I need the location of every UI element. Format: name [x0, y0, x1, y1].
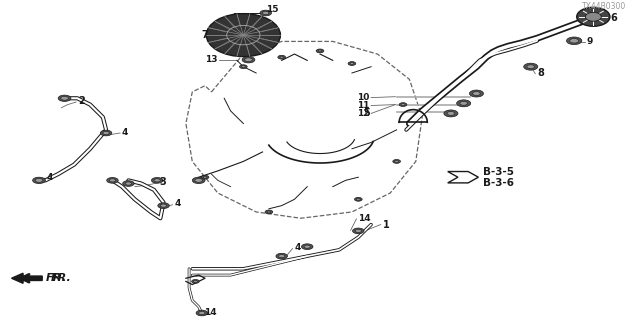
- Circle shape: [276, 253, 287, 259]
- Text: 5: 5: [363, 108, 370, 118]
- Circle shape: [280, 56, 284, 58]
- Text: 8: 8: [537, 68, 544, 78]
- Text: 15: 15: [266, 5, 278, 14]
- Circle shape: [316, 49, 324, 53]
- Circle shape: [58, 95, 71, 101]
- Circle shape: [161, 204, 167, 207]
- Circle shape: [399, 103, 407, 107]
- Circle shape: [125, 182, 132, 185]
- Text: 12: 12: [357, 109, 370, 118]
- Text: 4: 4: [174, 199, 180, 208]
- Text: 6: 6: [610, 13, 617, 23]
- Circle shape: [191, 279, 199, 283]
- Circle shape: [447, 112, 455, 115]
- Ellipse shape: [586, 12, 602, 21]
- Circle shape: [107, 178, 118, 183]
- Circle shape: [395, 160, 399, 162]
- Text: 1: 1: [383, 220, 389, 229]
- Circle shape: [278, 55, 285, 59]
- Circle shape: [355, 229, 362, 232]
- Circle shape: [278, 255, 285, 258]
- Circle shape: [301, 244, 313, 250]
- Circle shape: [472, 92, 480, 95]
- Circle shape: [203, 176, 207, 178]
- Circle shape: [457, 100, 470, 107]
- Circle shape: [198, 311, 205, 315]
- Text: 4: 4: [294, 243, 301, 252]
- Circle shape: [241, 66, 245, 68]
- Circle shape: [260, 10, 271, 16]
- Text: 3: 3: [159, 177, 166, 187]
- Circle shape: [123, 181, 134, 186]
- Polygon shape: [448, 172, 478, 183]
- Ellipse shape: [206, 14, 280, 57]
- Ellipse shape: [577, 7, 610, 26]
- Circle shape: [244, 58, 252, 62]
- Text: TX44B0300: TX44B0300: [582, 3, 627, 12]
- Text: FR.: FR.: [45, 273, 66, 283]
- Circle shape: [355, 197, 362, 201]
- FancyArrow shape: [12, 273, 42, 283]
- Text: 7: 7: [202, 30, 208, 40]
- Circle shape: [524, 63, 538, 70]
- Text: 14: 14: [204, 308, 216, 317]
- Text: B-3-5: B-3-5: [483, 166, 514, 177]
- Text: 10: 10: [357, 93, 370, 102]
- Circle shape: [566, 37, 582, 44]
- Circle shape: [444, 110, 458, 117]
- Text: 4: 4: [122, 128, 129, 137]
- Text: 11: 11: [357, 101, 370, 110]
- Circle shape: [348, 62, 356, 65]
- Circle shape: [350, 63, 354, 64]
- Circle shape: [460, 101, 467, 105]
- Text: FR.: FR.: [51, 273, 71, 283]
- Circle shape: [353, 228, 364, 234]
- Circle shape: [196, 310, 207, 316]
- Circle shape: [61, 96, 68, 100]
- Circle shape: [265, 210, 273, 214]
- Circle shape: [152, 178, 163, 183]
- Circle shape: [469, 90, 483, 97]
- Circle shape: [33, 177, 45, 184]
- Circle shape: [356, 198, 360, 200]
- Circle shape: [192, 177, 205, 184]
- Circle shape: [195, 179, 202, 182]
- Text: B-3-6: B-3-6: [483, 178, 514, 188]
- Circle shape: [158, 203, 170, 208]
- Circle shape: [201, 175, 209, 179]
- Circle shape: [267, 211, 271, 213]
- Circle shape: [239, 65, 247, 68]
- Circle shape: [35, 179, 43, 182]
- Text: 9: 9: [587, 37, 593, 46]
- Circle shape: [262, 12, 269, 15]
- Text: 2: 2: [79, 96, 85, 107]
- Circle shape: [401, 104, 405, 106]
- Circle shape: [527, 65, 534, 68]
- Circle shape: [193, 280, 197, 282]
- Text: 13: 13: [205, 55, 218, 64]
- Text: 14: 14: [358, 214, 371, 223]
- Circle shape: [242, 57, 255, 63]
- Text: 4: 4: [47, 173, 53, 182]
- Circle shape: [109, 179, 116, 182]
- Circle shape: [304, 245, 310, 248]
- Circle shape: [318, 50, 322, 52]
- Circle shape: [100, 130, 112, 136]
- Circle shape: [393, 160, 401, 163]
- Circle shape: [154, 179, 161, 182]
- Circle shape: [570, 39, 579, 43]
- Circle shape: [103, 132, 109, 135]
